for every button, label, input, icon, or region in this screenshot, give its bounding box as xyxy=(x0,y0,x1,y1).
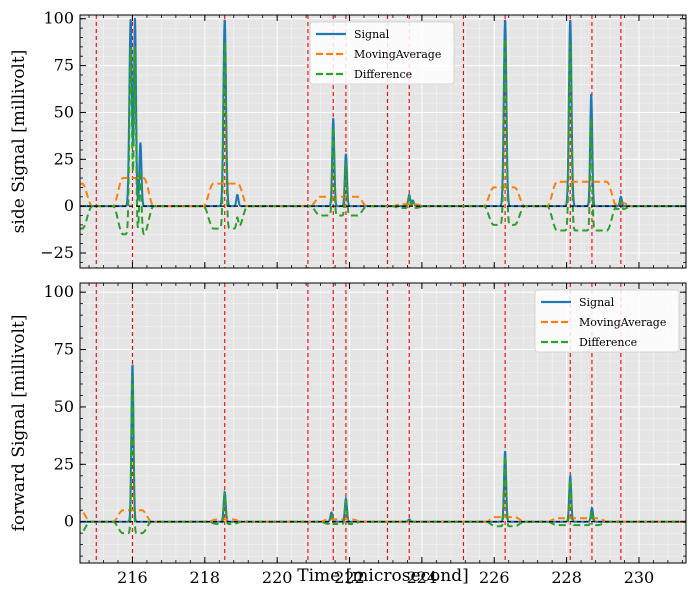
y-tick-label: 100 xyxy=(43,9,74,28)
legend: Signal MovingAverage Difference xyxy=(534,289,680,353)
y-axis-label: side Signal [millivolt] xyxy=(9,50,29,234)
axes-frame xyxy=(79,282,687,564)
y-axis-label: forward Signal [millivolt] xyxy=(9,315,29,532)
legend-entry-label: Difference xyxy=(354,68,412,81)
x-tick-label: 222 xyxy=(334,568,365,587)
legend-entry-label: Signal xyxy=(354,28,390,41)
legend-box xyxy=(309,21,455,85)
ticks xyxy=(80,15,686,268)
y-tick-label: 25 xyxy=(54,149,74,168)
x-tick-label: 220 xyxy=(262,568,293,587)
x-tick-label: 226 xyxy=(479,568,510,587)
x-tick-label: 218 xyxy=(190,568,221,587)
ticks xyxy=(80,283,686,563)
x-axis-label: Time [microsecond] xyxy=(297,566,468,586)
y-tick-label: 75 xyxy=(54,340,74,359)
y-tick-label: 0 xyxy=(64,512,74,531)
x-tick-label: 230 xyxy=(624,568,655,587)
y-tick-label: 50 xyxy=(54,397,74,416)
legend-entry-label: MovingAverage xyxy=(579,316,666,329)
axes-frame xyxy=(79,14,687,269)
y-tick-label: 0 xyxy=(64,196,74,215)
plot-area xyxy=(80,15,686,268)
legend-entry-label: Difference xyxy=(579,336,637,349)
y-tick-label: 75 xyxy=(54,56,74,75)
legend-box xyxy=(534,289,680,353)
legend-entry-label: Signal xyxy=(579,296,615,309)
y-tick-label: 100 xyxy=(43,282,74,301)
y-tick-label: 25 xyxy=(54,454,74,473)
plot-area xyxy=(80,283,686,563)
bottom-panel: 0 25 50 75 100 216 218 220 222 224 226 228 230 forwar… xyxy=(9,282,687,587)
top-panel: −25 0 25 50 75 100 side Signal [millivolt] Sign… xyxy=(9,9,687,269)
y-tick-label: 50 xyxy=(54,102,74,121)
legend-entry-label: MovingAverage xyxy=(354,48,441,61)
x-tick-label: 228 xyxy=(551,568,582,587)
y-tick-label: −25 xyxy=(40,243,74,262)
legend: Signal MovingAverage Difference xyxy=(309,21,455,85)
x-tick-label: 216 xyxy=(117,568,148,587)
x-tick-label: 224 xyxy=(407,568,438,587)
grid xyxy=(80,15,686,268)
